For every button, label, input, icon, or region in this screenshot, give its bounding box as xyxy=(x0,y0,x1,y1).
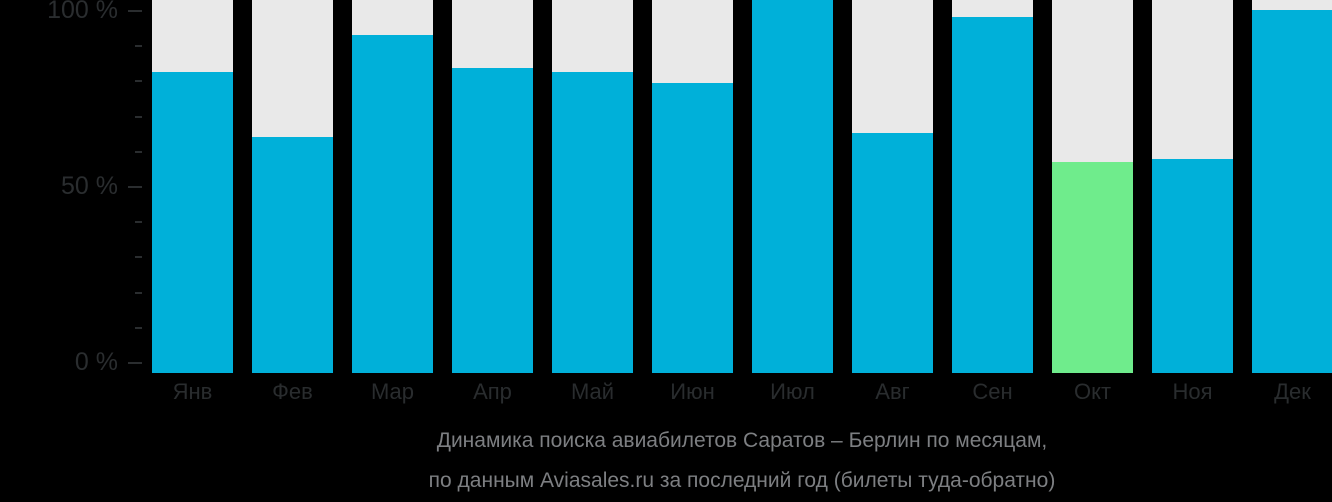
y-tick-100 xyxy=(128,10,142,12)
x-axis-label-1: Янв xyxy=(172,379,213,404)
bar-track-12 xyxy=(1252,0,1332,373)
bar-fill-1 xyxy=(152,72,233,373)
y-tick-40 xyxy=(135,221,142,223)
x-axis-label-3: Мар xyxy=(370,379,415,404)
x-axis-label-10: Окт xyxy=(1073,379,1112,404)
bar-track-3 xyxy=(352,0,433,373)
x-axis-label-7: Июл xyxy=(770,379,815,404)
y-axis-label-0: 0 % xyxy=(74,348,118,376)
bar-track-6 xyxy=(652,0,733,373)
x-axis-label-11: Ноя xyxy=(1172,379,1213,404)
bar-track-11 xyxy=(1152,0,1233,373)
y-tick-70 xyxy=(135,116,142,118)
x-axis-label-5: Май xyxy=(570,379,615,404)
y-axis-label-50: 50 % xyxy=(61,172,118,200)
bar-fill-9 xyxy=(952,17,1033,373)
y-tick-10 xyxy=(135,327,142,329)
y-axis-label-100: 100 % xyxy=(47,0,118,24)
y-tick-60 xyxy=(135,151,142,153)
chart-title: Динамика поиска авиабилетов Саратов – Бе… xyxy=(436,429,1048,452)
bar-fill-11 xyxy=(1152,159,1233,373)
bar-track-7 xyxy=(752,0,833,373)
x-axis-label-4: Апр xyxy=(473,379,512,404)
y-tick-90 xyxy=(135,45,142,47)
bar-track-2 xyxy=(252,0,333,373)
bar-track-5 xyxy=(552,0,633,373)
bar-track-4 xyxy=(452,0,533,373)
bar-fill-10 xyxy=(1052,162,1133,373)
bar-track-8 xyxy=(852,0,933,373)
x-axis-label-9: Сен xyxy=(972,379,1013,404)
y-tick-50 xyxy=(128,186,142,188)
bar-fill-12 xyxy=(1252,10,1332,373)
bar-fill-7 xyxy=(752,0,833,373)
bar-track-10 xyxy=(1052,0,1133,373)
bar-fill-4 xyxy=(452,68,533,373)
y-tick-30 xyxy=(135,256,142,258)
x-axis-label-12: Дек xyxy=(1274,379,1311,404)
x-axis-label-8: Авг xyxy=(875,379,910,404)
chart-subtitle: по данным Aviasales.ru за последний год … xyxy=(428,469,1056,492)
y-tick-0 xyxy=(128,362,142,364)
bar-fill-5 xyxy=(552,72,633,373)
bar-fill-8 xyxy=(852,133,933,373)
bar-fill-3 xyxy=(352,35,433,373)
bar-track-1 xyxy=(152,0,233,373)
x-axis-label-6: Июн xyxy=(670,379,715,404)
bar-fill-6 xyxy=(652,83,733,373)
y-tick-80 xyxy=(135,80,142,82)
bar-fill-2 xyxy=(252,137,333,373)
bar-track-9 xyxy=(952,0,1033,373)
x-axis-label-2: Фев xyxy=(272,379,313,404)
y-tick-20 xyxy=(135,292,142,294)
